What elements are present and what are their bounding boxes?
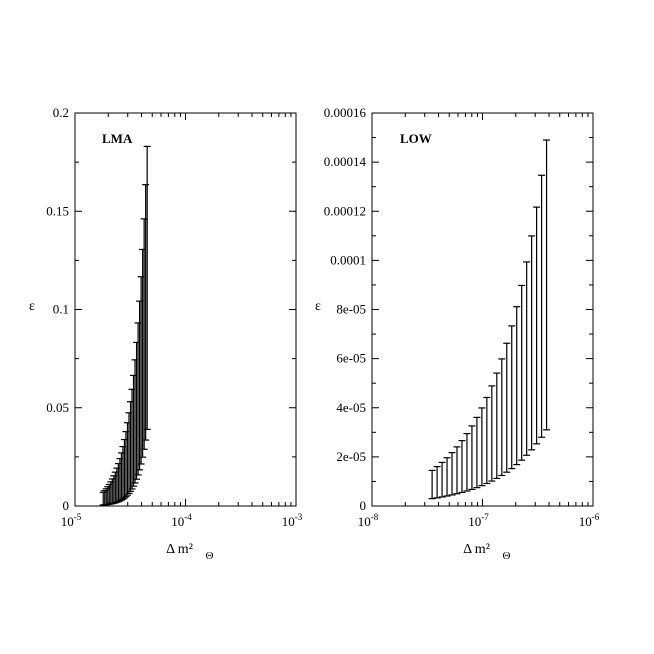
y-tick-label: 0 (360, 498, 367, 513)
y-tick-label: 8e-05 (336, 302, 366, 317)
y-tick-label: 0 (63, 498, 70, 513)
x-tick-label: 10-8 (358, 512, 379, 529)
y-tick-label: 4e-05 (336, 400, 366, 415)
x-axis-label: Δ m² (166, 542, 193, 557)
panel-lma: 0 0.05 0.1 0.15 0.2 10-5 10-4 10-3 LMA ε Δ m² Θ (29, 105, 303, 562)
plot-frame (371, 112, 594, 507)
panel-label: LMA (102, 131, 133, 146)
x-tick-label: 10-4 (171, 512, 192, 529)
x-tick-label: 10-6 (579, 512, 600, 529)
x-axis-label-subscript: Θ (206, 550, 214, 562)
y-tick-label: 0.1 (53, 302, 69, 317)
x-axis-label: Δ m² (463, 542, 490, 557)
y-tick-label: 0.15 (46, 203, 69, 218)
x-tick-label: 10-3 (282, 512, 303, 529)
x-tick-label: 10-5 (61, 512, 82, 529)
panel-low: 0 2e-05 4e-05 6e-05 8e-05 0.0001 0.00012 0.0001… (315, 105, 600, 562)
y-tick-label: 0.2 (53, 105, 69, 120)
y-tick-label: 2e-05 (336, 449, 366, 464)
x-axis-label-subscript: Θ (503, 550, 511, 562)
y-tick-label: 6e-05 (336, 351, 366, 366)
plot-frame (74, 112, 297, 507)
y-tick-label: 0.00012 (324, 203, 366, 218)
y-tick-label: 0.00014 (324, 154, 367, 169)
x-tick-label: 10-7 (468, 512, 489, 529)
y-axis-label: ε (29, 299, 35, 314)
y-tick-label: 0.00016 (324, 105, 367, 120)
y-axis-label: ε (315, 299, 321, 314)
y-tick-label: 0.0001 (330, 252, 366, 267)
y-tick-label: 0.05 (46, 400, 69, 415)
panel-label: LOW (400, 131, 432, 146)
